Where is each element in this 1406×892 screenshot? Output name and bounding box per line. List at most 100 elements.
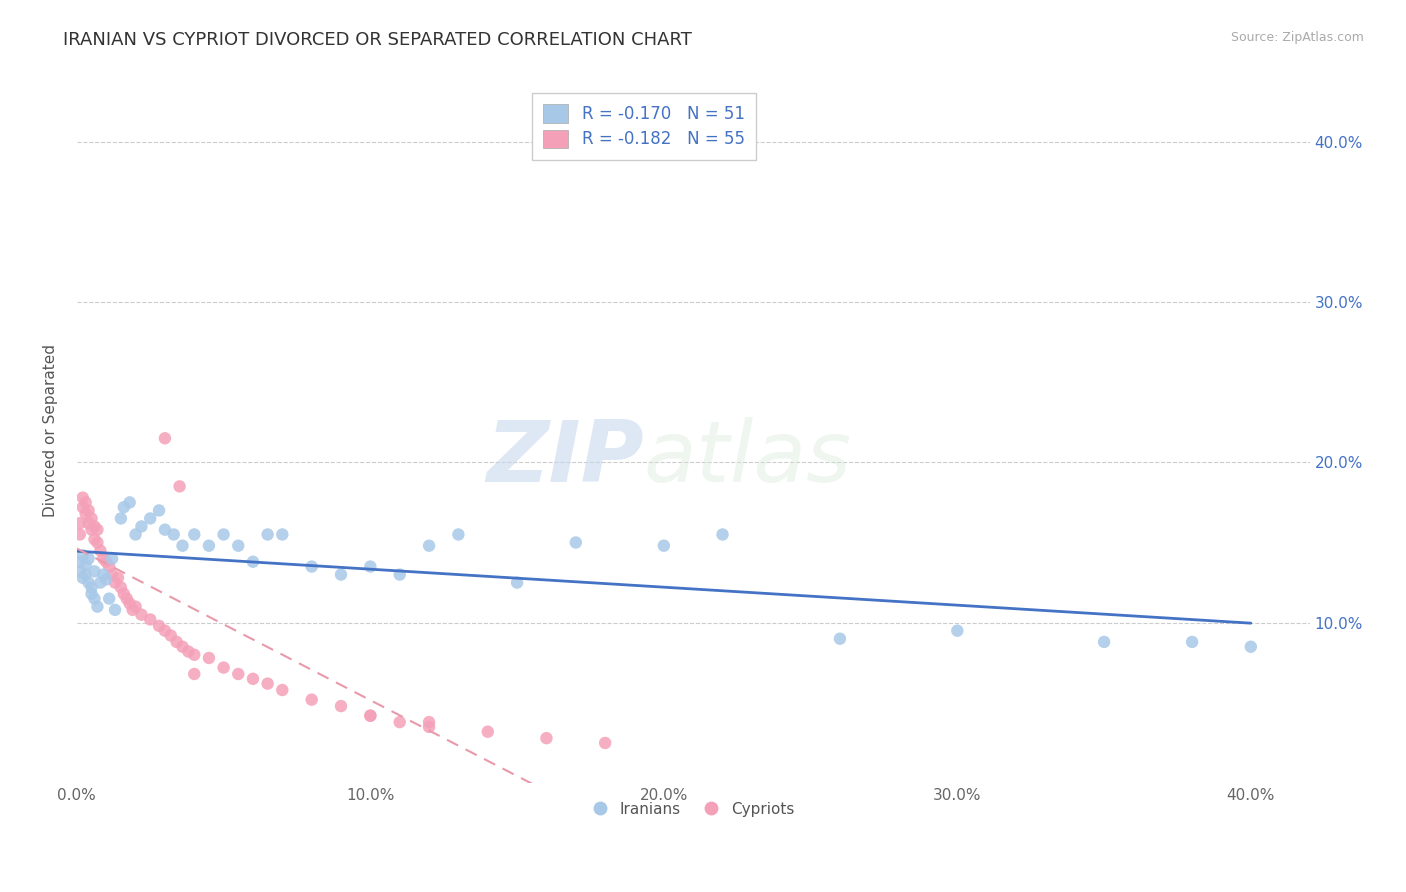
Point	[77, 551, 100, 566]
Point	[212, 660, 235, 674]
Point	[110, 581, 132, 595]
Point	[131, 519, 153, 533]
Y-axis label: Divorced or Separated: Divorced or Separated	[44, 343, 58, 516]
Point	[536, 731, 558, 746]
Point	[183, 667, 205, 681]
Point	[80, 523, 103, 537]
Point	[652, 539, 675, 553]
Point	[198, 651, 221, 665]
Point	[72, 500, 94, 515]
Point	[98, 591, 121, 606]
Point	[159, 628, 181, 642]
Point	[447, 527, 470, 541]
Text: ZIP: ZIP	[486, 417, 644, 500]
Point	[256, 527, 278, 541]
Point	[388, 715, 411, 730]
Point	[198, 539, 221, 553]
Point	[477, 724, 499, 739]
Point	[330, 699, 353, 714]
Point	[80, 511, 103, 525]
Point	[118, 596, 141, 610]
Point	[506, 575, 529, 590]
Point	[148, 619, 170, 633]
Point	[301, 692, 323, 706]
Text: Source: ZipAtlas.com: Source: ZipAtlas.com	[1230, 31, 1364, 45]
Point	[101, 567, 124, 582]
Point	[163, 527, 186, 541]
Point	[172, 640, 194, 654]
Point	[565, 535, 588, 549]
Text: atlas: atlas	[644, 417, 852, 500]
Text: IRANIAN VS CYPRIOT DIVORCED OR SEPARATED CORRELATION CHART: IRANIAN VS CYPRIOT DIVORCED OR SEPARATED…	[63, 31, 692, 49]
Point	[72, 491, 94, 505]
Point	[124, 599, 146, 614]
Point	[96, 555, 118, 569]
Point	[89, 543, 111, 558]
Point	[80, 587, 103, 601]
Point	[75, 567, 97, 582]
Point	[118, 495, 141, 509]
Point	[72, 549, 94, 563]
Point	[711, 527, 734, 541]
Point	[139, 612, 162, 626]
Point	[115, 591, 138, 606]
Point	[69, 555, 91, 569]
Point	[418, 539, 440, 553]
Point	[359, 708, 381, 723]
Point	[166, 635, 188, 649]
Point	[242, 672, 264, 686]
Point	[121, 603, 143, 617]
Point	[86, 523, 108, 537]
Point	[828, 632, 851, 646]
Point	[77, 503, 100, 517]
Point	[271, 683, 294, 698]
Point	[153, 431, 176, 445]
Point	[98, 559, 121, 574]
Point	[86, 599, 108, 614]
Point	[301, 559, 323, 574]
Point	[69, 516, 91, 531]
Point	[96, 573, 118, 587]
Point	[153, 624, 176, 638]
Point	[330, 567, 353, 582]
Point	[77, 516, 100, 531]
Point	[83, 565, 105, 579]
Point	[226, 667, 249, 681]
Point	[112, 587, 135, 601]
Point	[1092, 635, 1115, 649]
Point	[418, 715, 440, 730]
Point	[1240, 640, 1263, 654]
Point	[91, 567, 114, 582]
Point	[124, 527, 146, 541]
Point	[183, 527, 205, 541]
Point	[593, 736, 616, 750]
Point	[242, 555, 264, 569]
Legend: Iranians, Cypriots: Iranians, Cypriots	[585, 795, 801, 825]
Point	[75, 507, 97, 521]
Point	[131, 607, 153, 622]
Point	[418, 720, 440, 734]
Point	[212, 527, 235, 541]
Point	[139, 511, 162, 525]
Point	[72, 571, 94, 585]
Point	[75, 495, 97, 509]
Point	[172, 539, 194, 553]
Point	[153, 523, 176, 537]
Point	[104, 575, 127, 590]
Point	[75, 558, 97, 572]
Point	[1181, 635, 1204, 649]
Point	[101, 551, 124, 566]
Point	[83, 533, 105, 547]
Point	[169, 479, 191, 493]
Point	[226, 539, 249, 553]
Point	[112, 500, 135, 515]
Point	[80, 581, 103, 595]
Point	[69, 527, 91, 541]
Point	[83, 591, 105, 606]
Point	[77, 575, 100, 590]
Point	[83, 519, 105, 533]
Point	[89, 575, 111, 590]
Point	[107, 571, 129, 585]
Point	[104, 603, 127, 617]
Point	[946, 624, 969, 638]
